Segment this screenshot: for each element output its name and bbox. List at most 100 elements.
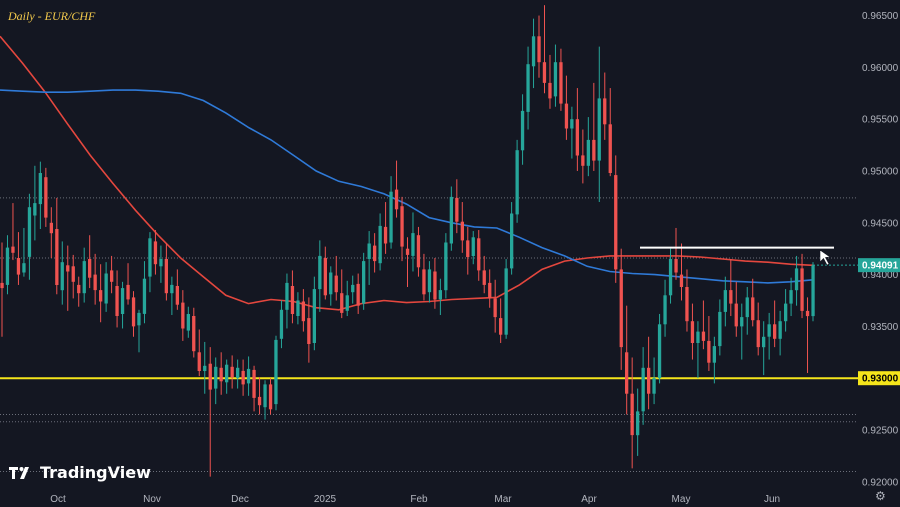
price-tick-label: 0.92000 xyxy=(862,477,899,488)
candle xyxy=(751,278,755,327)
candle-body xyxy=(789,290,793,304)
current-price-label: 0.94091 xyxy=(862,261,899,272)
moving-average-line xyxy=(0,35,814,311)
candle-body xyxy=(55,229,59,285)
candle xyxy=(411,212,415,272)
candle xyxy=(0,242,4,337)
candle xyxy=(416,226,421,277)
candle-body xyxy=(614,175,618,270)
candle-body xyxy=(811,265,815,317)
candle xyxy=(460,202,464,253)
candle xyxy=(246,356,251,396)
candle xyxy=(789,277,793,317)
candle xyxy=(712,336,716,384)
candle-body xyxy=(630,393,634,436)
candle xyxy=(614,155,618,283)
candle xyxy=(690,303,695,360)
candle xyxy=(33,165,37,241)
price-tick-label: 0.93500 xyxy=(862,322,899,333)
candle-body xyxy=(246,368,251,384)
candle-body xyxy=(164,259,168,294)
candle-body xyxy=(356,283,360,306)
candle xyxy=(38,161,42,229)
candle xyxy=(312,276,316,351)
candle xyxy=(378,213,382,271)
candle xyxy=(236,359,240,389)
candle xyxy=(120,281,125,329)
candle-body xyxy=(542,62,547,83)
candle-body xyxy=(345,295,349,311)
candle xyxy=(225,359,229,394)
candle-body xyxy=(619,269,623,348)
candle xyxy=(104,262,108,312)
candle-body xyxy=(203,365,207,371)
candle-body xyxy=(170,284,174,294)
candle xyxy=(444,233,448,299)
candle xyxy=(564,75,569,140)
price-tick-label: 0.95500 xyxy=(862,115,899,126)
candle xyxy=(11,203,15,261)
candle-body xyxy=(570,119,574,129)
candle-body xyxy=(592,139,596,161)
candle xyxy=(586,117,590,177)
candle-body xyxy=(82,261,86,294)
candles xyxy=(0,5,815,477)
candle-body xyxy=(460,221,464,241)
candle-body xyxy=(794,268,799,291)
candle-body xyxy=(0,282,4,289)
support-price-label: 0.93000 xyxy=(862,374,899,385)
candle-body xyxy=(71,266,75,282)
candle xyxy=(499,298,503,343)
candle-body xyxy=(351,284,355,293)
candle-body xyxy=(137,312,141,326)
candle-body xyxy=(373,245,377,262)
candle-body xyxy=(647,367,651,394)
candle xyxy=(16,232,21,285)
time-tick-label: Apr xyxy=(581,494,597,505)
candle-body xyxy=(362,261,366,304)
candle xyxy=(214,357,218,405)
candle xyxy=(351,275,355,304)
candle-body xyxy=(77,284,81,294)
candle xyxy=(778,310,782,356)
candle-body xyxy=(520,110,525,151)
candle xyxy=(805,297,810,374)
candle-body xyxy=(416,235,421,268)
candle-body xyxy=(88,259,92,278)
candle-body xyxy=(581,155,585,166)
candle xyxy=(285,273,289,329)
moving-averages xyxy=(0,35,814,311)
candle-body xyxy=(515,150,519,215)
candle xyxy=(307,297,311,363)
candle xyxy=(625,305,629,415)
candle-body xyxy=(405,248,410,255)
candle-body xyxy=(290,286,295,314)
price-badges: 0.93000 0.94091 xyxy=(813,258,900,386)
price-tick-label: 0.94000 xyxy=(862,270,899,281)
candle xyxy=(268,378,273,415)
cursor-arrow-shape xyxy=(819,249,831,266)
time-tick-label: Mar xyxy=(494,494,512,505)
candle-body xyxy=(531,36,536,67)
candle xyxy=(597,46,601,203)
candle xyxy=(405,237,410,288)
time-tick-label: Nov xyxy=(143,494,161,505)
price-tick-label: 0.94500 xyxy=(862,218,899,229)
candle-body xyxy=(268,384,273,410)
candle-body xyxy=(230,366,234,378)
candle-body xyxy=(734,303,738,327)
candle xyxy=(66,245,70,311)
candle xyxy=(773,300,777,348)
candle-body xyxy=(44,177,48,218)
candle-body xyxy=(707,340,711,363)
candle xyxy=(630,357,634,469)
price-tick-label: 0.92500 xyxy=(862,426,899,437)
tradingview-logo[interactable]: TradingView xyxy=(9,463,151,482)
candle xyxy=(603,72,607,140)
gear-icon[interactable]: ⚙ xyxy=(875,489,886,503)
time-axis[interactable]: Oct Nov Dec 2025 Feb Mar Apr May Jun xyxy=(50,494,780,505)
candle-body xyxy=(740,317,744,327)
price-axis[interactable]: 0.96500 0.96000 0.95500 0.95000 0.94500 0.940… xyxy=(862,11,899,488)
candle-body xyxy=(477,238,481,271)
